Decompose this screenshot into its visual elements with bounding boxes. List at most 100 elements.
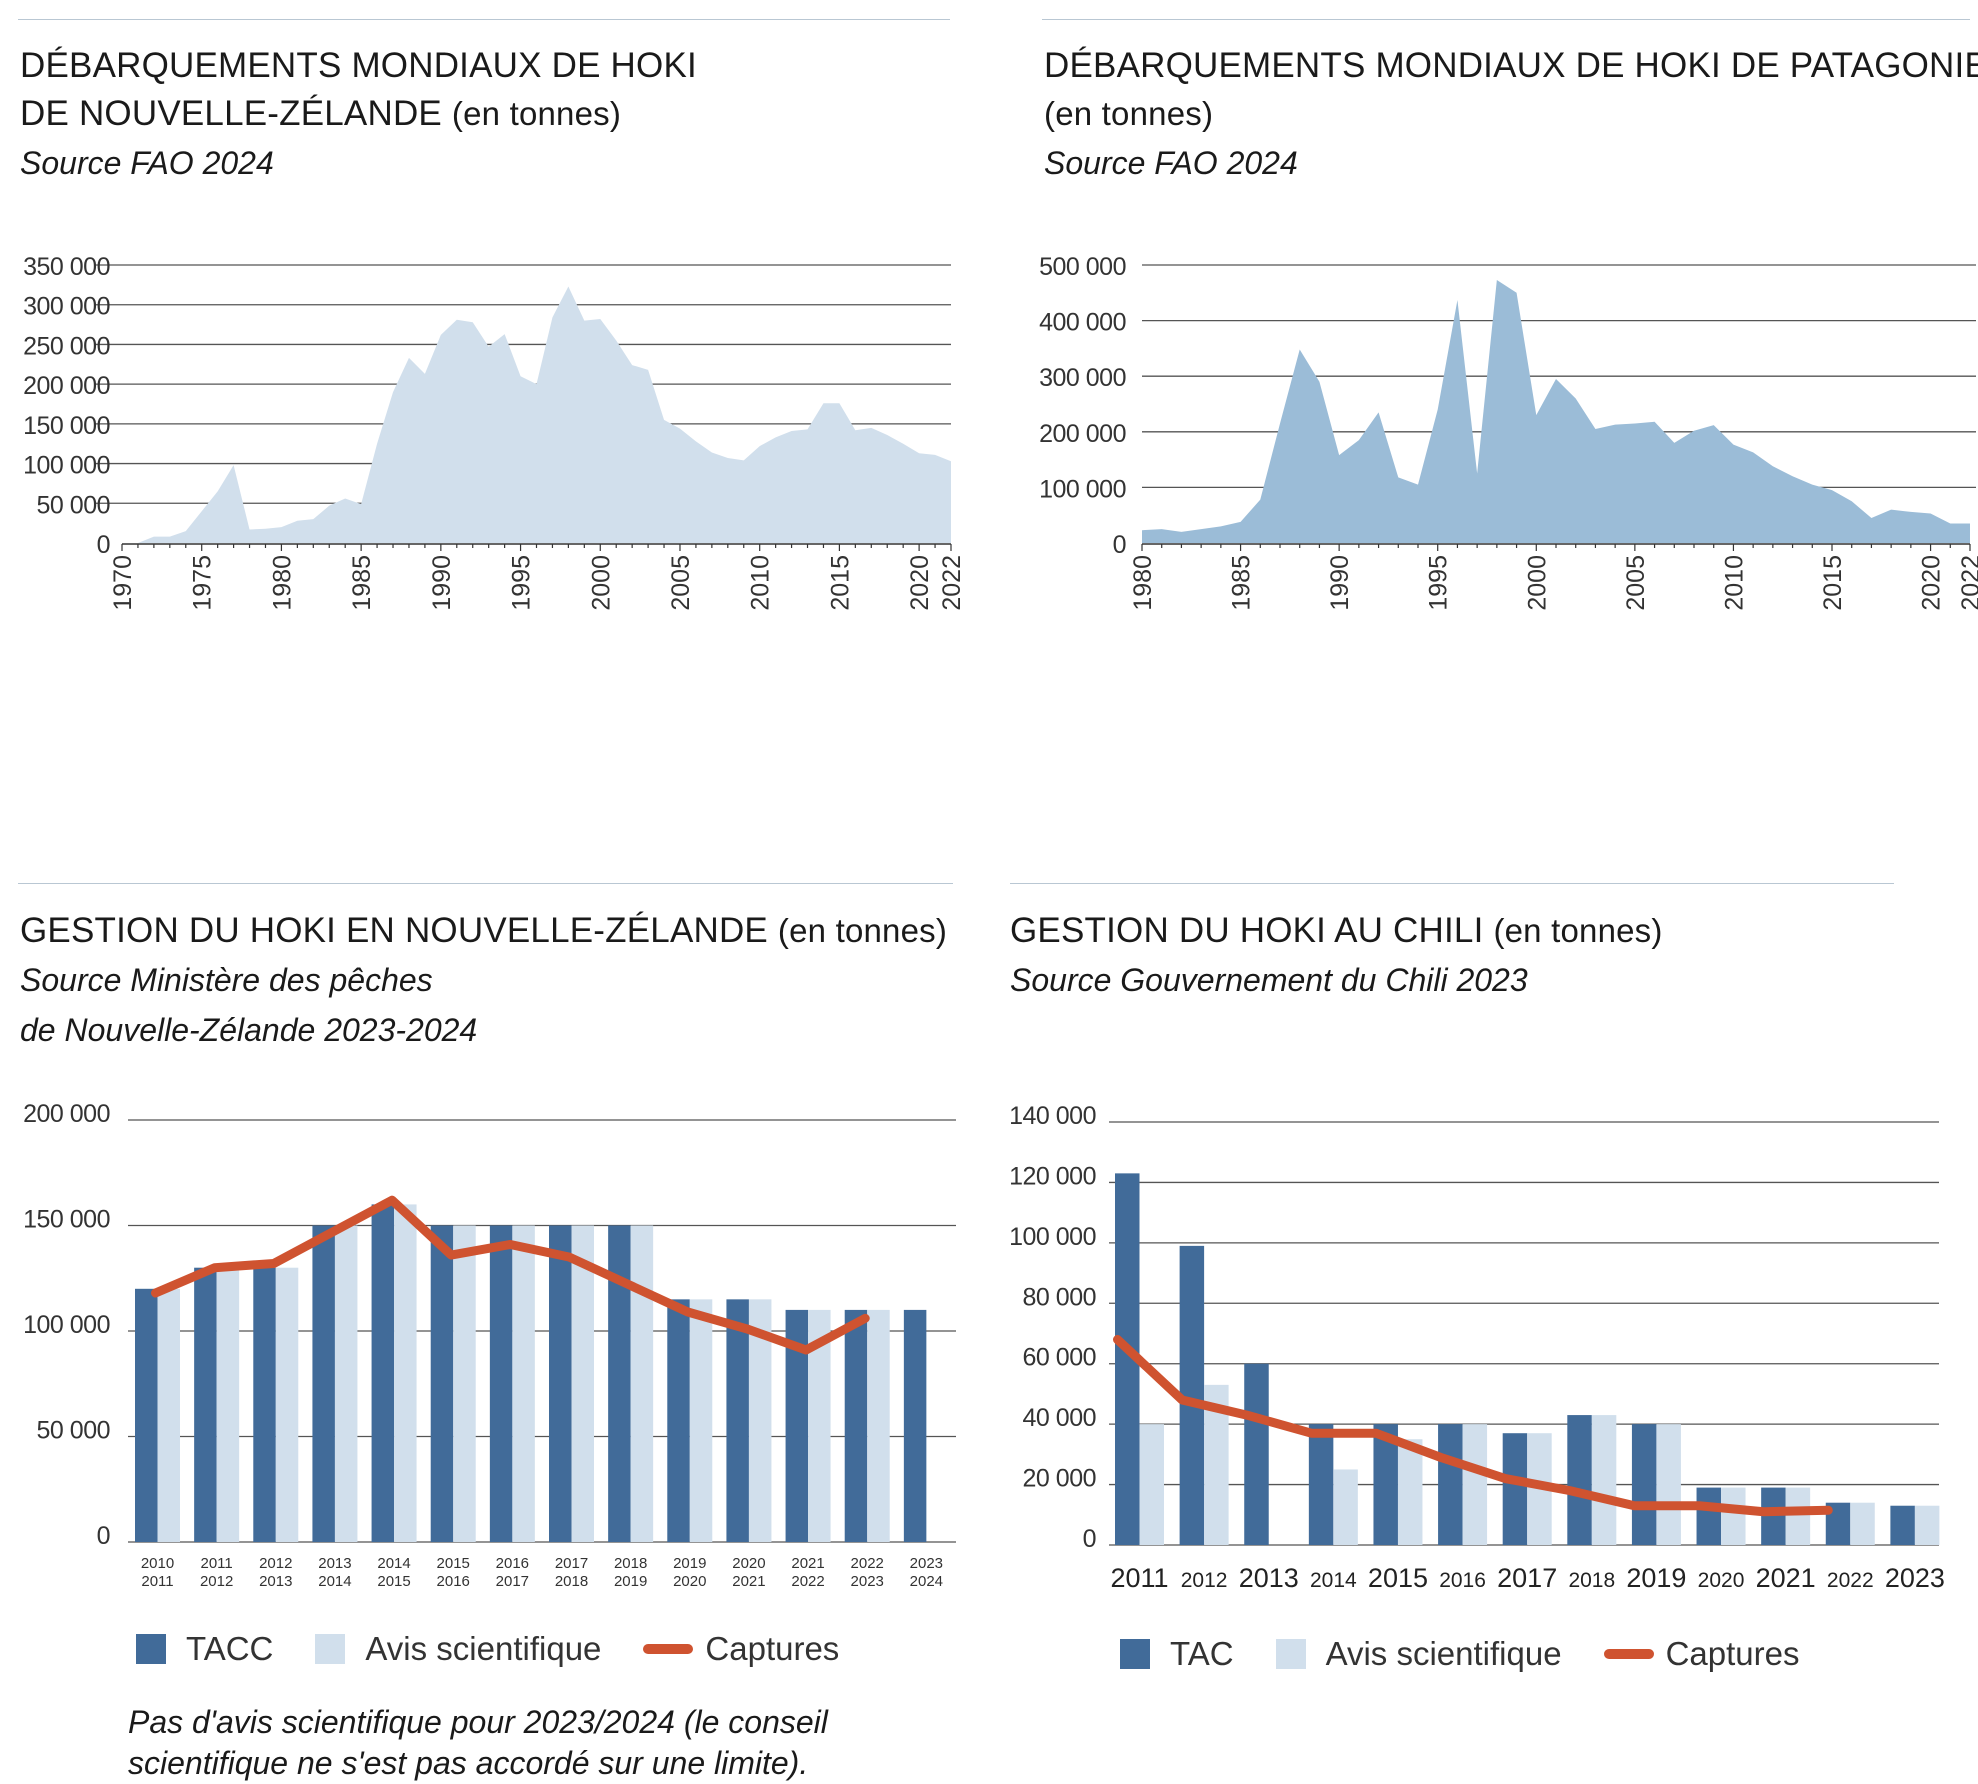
x-tick-label: 2018 bbox=[614, 1555, 647, 1572]
panel4-title-unit: (en tonnes) bbox=[1493, 912, 1663, 949]
x-tick-label: 2016 bbox=[437, 1573, 470, 1590]
x-tick-label: 2012 bbox=[259, 1555, 292, 1572]
x-tick-label: 2005 bbox=[667, 555, 695, 611]
bar-avis bbox=[748, 1299, 772, 1542]
x-tick-label: 1990 bbox=[1326, 555, 1354, 611]
legend-label-captures-chile: Captures bbox=[1665, 1635, 1800, 1672]
legend-label-avis-chile: Avis scientifique bbox=[1325, 1635, 1562, 1672]
x-tick-label: 2023 bbox=[910, 1555, 943, 1572]
x-tick-label: 2010 bbox=[1720, 555, 1748, 611]
panel3-source-line2: de Nouvelle-Zélande 2023-2024 bbox=[20, 1012, 478, 1048]
bar-tac bbox=[726, 1299, 749, 1542]
panel2-source: Source FAO 2024 bbox=[1044, 145, 1298, 181]
y-tick-label: 140 000 bbox=[1009, 1102, 1096, 1130]
bar-avis bbox=[1397, 1439, 1423, 1545]
bar-tac bbox=[549, 1225, 572, 1542]
bar-tac bbox=[1631, 1424, 1657, 1545]
legend-swatch-tac bbox=[1120, 1639, 1150, 1669]
x-tick-label: 1980 bbox=[1129, 555, 1157, 611]
bar-avis bbox=[453, 1225, 476, 1542]
bar-tac bbox=[1696, 1487, 1722, 1545]
bar-tac bbox=[1890, 1505, 1915, 1545]
y-tick-label: 50 000 bbox=[37, 491, 110, 519]
bar-avis bbox=[157, 1288, 180, 1542]
divider-bottom-left bbox=[18, 883, 953, 884]
x-tick-label: 2015 bbox=[1819, 555, 1847, 611]
x-tick-label: 2024 bbox=[910, 1573, 943, 1590]
legend-label-tacc: TACC bbox=[186, 1630, 274, 1667]
y-tick-label: 400 000 bbox=[1039, 309, 1126, 337]
panel1-title-main: DÉBARQUEMENTS MONDIAUX DE HOKI bbox=[20, 46, 697, 85]
x-tick-label: 2020 bbox=[1918, 555, 1946, 611]
x-tick-label: 2017 bbox=[496, 1573, 529, 1590]
legend-item-avis-chile: Avis scientifique bbox=[1275, 1635, 1562, 1673]
y-tick-label: 200 000 bbox=[1039, 420, 1126, 448]
panel2-title-unit: (en tonnes) bbox=[1044, 95, 1214, 132]
x-tick-label: 2000 bbox=[587, 555, 615, 611]
panel2-title-main: DÉBARQUEMENTS MONDIAUX DE HOKI DE PATAGO… bbox=[1044, 46, 1978, 85]
bar-avis bbox=[275, 1267, 299, 1542]
divider-top-right bbox=[1042, 19, 1970, 20]
y-tick-label: 20 000 bbox=[1023, 1465, 1096, 1493]
y-tick-label: 350 000 bbox=[23, 253, 110, 281]
y-tick-label: 100 000 bbox=[23, 452, 110, 480]
x-tick-label: 2013 bbox=[1239, 1563, 1299, 1593]
panel3-note-line2: scientifique ne s'est pas accordé sur un… bbox=[128, 1745, 809, 1781]
x-tick-label: 2022 bbox=[1827, 1569, 1874, 1592]
x-tick-label: 1970 bbox=[109, 555, 137, 611]
bar-tac bbox=[1502, 1433, 1528, 1545]
panel2-title-line2: (en tonnes) bbox=[1044, 90, 1213, 138]
legend-label-avis: Avis scientifique bbox=[365, 1630, 602, 1667]
panel3-source-line1: Source Ministère des pêches bbox=[20, 962, 433, 998]
x-tick-label: 1985 bbox=[1228, 555, 1256, 611]
panel3-title: GESTION DU HOKI EN NOUVELLE-ZÉLANDE (en … bbox=[20, 907, 947, 955]
bar-tac bbox=[844, 1309, 868, 1542]
bar-avis bbox=[1462, 1424, 1488, 1545]
x-tick-label: 2019 bbox=[673, 1555, 706, 1572]
legend-item-tacc: TACC bbox=[136, 1630, 273, 1668]
bar-avis bbox=[630, 1225, 654, 1542]
x-tick-label: 2015 bbox=[826, 555, 854, 611]
x-tick-label: 2011 bbox=[1110, 1563, 1168, 1593]
bar-avis bbox=[1656, 1424, 1681, 1545]
bar-tac bbox=[667, 1299, 690, 1542]
x-tick-label: 2013 bbox=[318, 1555, 351, 1572]
x-tick-label: 2010 bbox=[747, 555, 775, 611]
legend-item-captures-chile: Captures bbox=[1603, 1635, 1800, 1673]
y-tick-label: 250 000 bbox=[23, 332, 110, 360]
line-captures bbox=[1113, 1335, 1833, 1517]
x-tick-label: 2021 bbox=[1756, 1563, 1816, 1593]
line-captures bbox=[151, 1195, 870, 1355]
area-series bbox=[1142, 280, 1970, 543]
y-tick-label: 100 000 bbox=[1009, 1223, 1096, 1251]
area-series bbox=[137, 286, 951, 543]
x-tick-label: 2017 bbox=[1497, 1563, 1557, 1593]
panel4-legend: TAC Avis scientifique Captures bbox=[1120, 1635, 1841, 1673]
bar-avis bbox=[1139, 1424, 1164, 1545]
legend-swatch-captures bbox=[643, 1644, 694, 1654]
x-tick-label: 2022 bbox=[791, 1573, 824, 1590]
panel3-title-main: GESTION DU HOKI EN NOUVELLE-ZÉLANDE bbox=[20, 911, 768, 950]
bar-avis bbox=[512, 1225, 535, 1542]
x-tick-label: 2016 bbox=[1439, 1569, 1486, 1592]
x-tick-label: 1990 bbox=[428, 555, 456, 611]
panel4-source: Source Gouvernement du Chili 2023 bbox=[1010, 962, 1528, 998]
chart-nz-landings: 0 50 000 100 000 150 000 200 000 250 000 300 0… bbox=[23, 253, 966, 611]
bar-avis bbox=[689, 1299, 713, 1542]
bar-avis bbox=[334, 1225, 358, 1542]
x-tick-label: 2019 bbox=[1626, 1563, 1686, 1593]
y-tick-label: 120 000 bbox=[1009, 1162, 1096, 1190]
x-tick-label: 2015 bbox=[437, 1555, 470, 1572]
x-tick-label: 2010 bbox=[141, 1555, 174, 1572]
panel2-title: DÉBARQUEMENTS MONDIAUX DE HOKI DE PATAGO… bbox=[1044, 42, 1978, 90]
y-tick-label: 40 000 bbox=[1023, 1404, 1096, 1432]
panel1-title-line2-text: DE NOUVELLE-ZÉLANDE bbox=[20, 94, 442, 133]
y-tick-label: 80 000 bbox=[1023, 1283, 1096, 1311]
y-tick-label: 200 000 bbox=[23, 372, 110, 400]
bar-tac bbox=[430, 1225, 454, 1542]
x-tick-label: 2022 bbox=[938, 555, 966, 611]
legend-swatch-tacc bbox=[136, 1634, 166, 1664]
x-tick-label: 2012 bbox=[200, 1573, 233, 1590]
panel1-title-unit: (en tonnes) bbox=[451, 95, 622, 132]
